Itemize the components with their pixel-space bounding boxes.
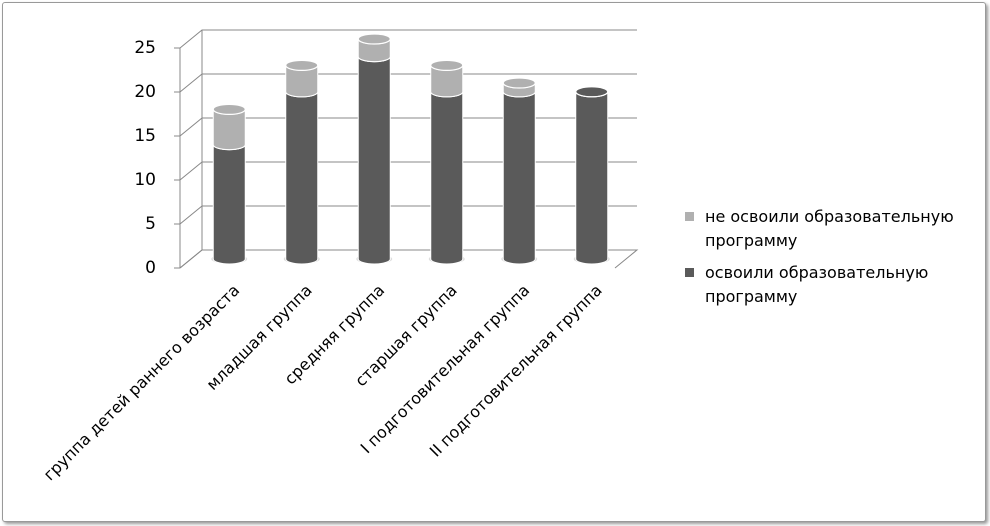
grid-line — [179, 117, 637, 137]
y-tick-label: 25 — [134, 38, 156, 58]
bar — [285, 91, 319, 265]
legend: не освоили образовательную программу осво… — [685, 205, 975, 317]
bar — [212, 109, 246, 151]
legend-item: освоили образовательную программу — [685, 261, 975, 309]
legend-item: не освоили образовательную программу — [685, 205, 975, 253]
legend-swatch — [685, 268, 694, 277]
grid-line — [179, 73, 637, 93]
bar — [575, 91, 609, 265]
bar — [430, 91, 464, 265]
y-tick-label: 10 — [134, 170, 156, 190]
legend-label: освоили образовательную программу — [705, 263, 929, 306]
grid-line — [179, 249, 637, 269]
grid-line — [179, 205, 637, 225]
floor — [179, 249, 639, 269]
legend-label: не освоили образовательную программу — [705, 207, 954, 250]
grid-line — [179, 161, 637, 181]
y-tick-label: 5 — [145, 214, 156, 234]
cylinder-cap — [430, 59, 464, 72]
cylinder-cap — [357, 33, 391, 45]
bar — [502, 91, 536, 265]
y-tick-label: 15 — [134, 126, 156, 146]
y-tick-label: 20 — [134, 82, 156, 102]
grid-line — [179, 29, 637, 49]
bar — [212, 144, 246, 265]
bar — [575, 91, 609, 98]
bar — [357, 56, 391, 265]
legend-swatch — [685, 212, 694, 221]
cylinder-cap — [502, 77, 536, 89]
y-tick-label: 0 — [145, 258, 156, 278]
cylinder-cap — [212, 103, 246, 116]
cylinder-cap — [285, 59, 319, 72]
